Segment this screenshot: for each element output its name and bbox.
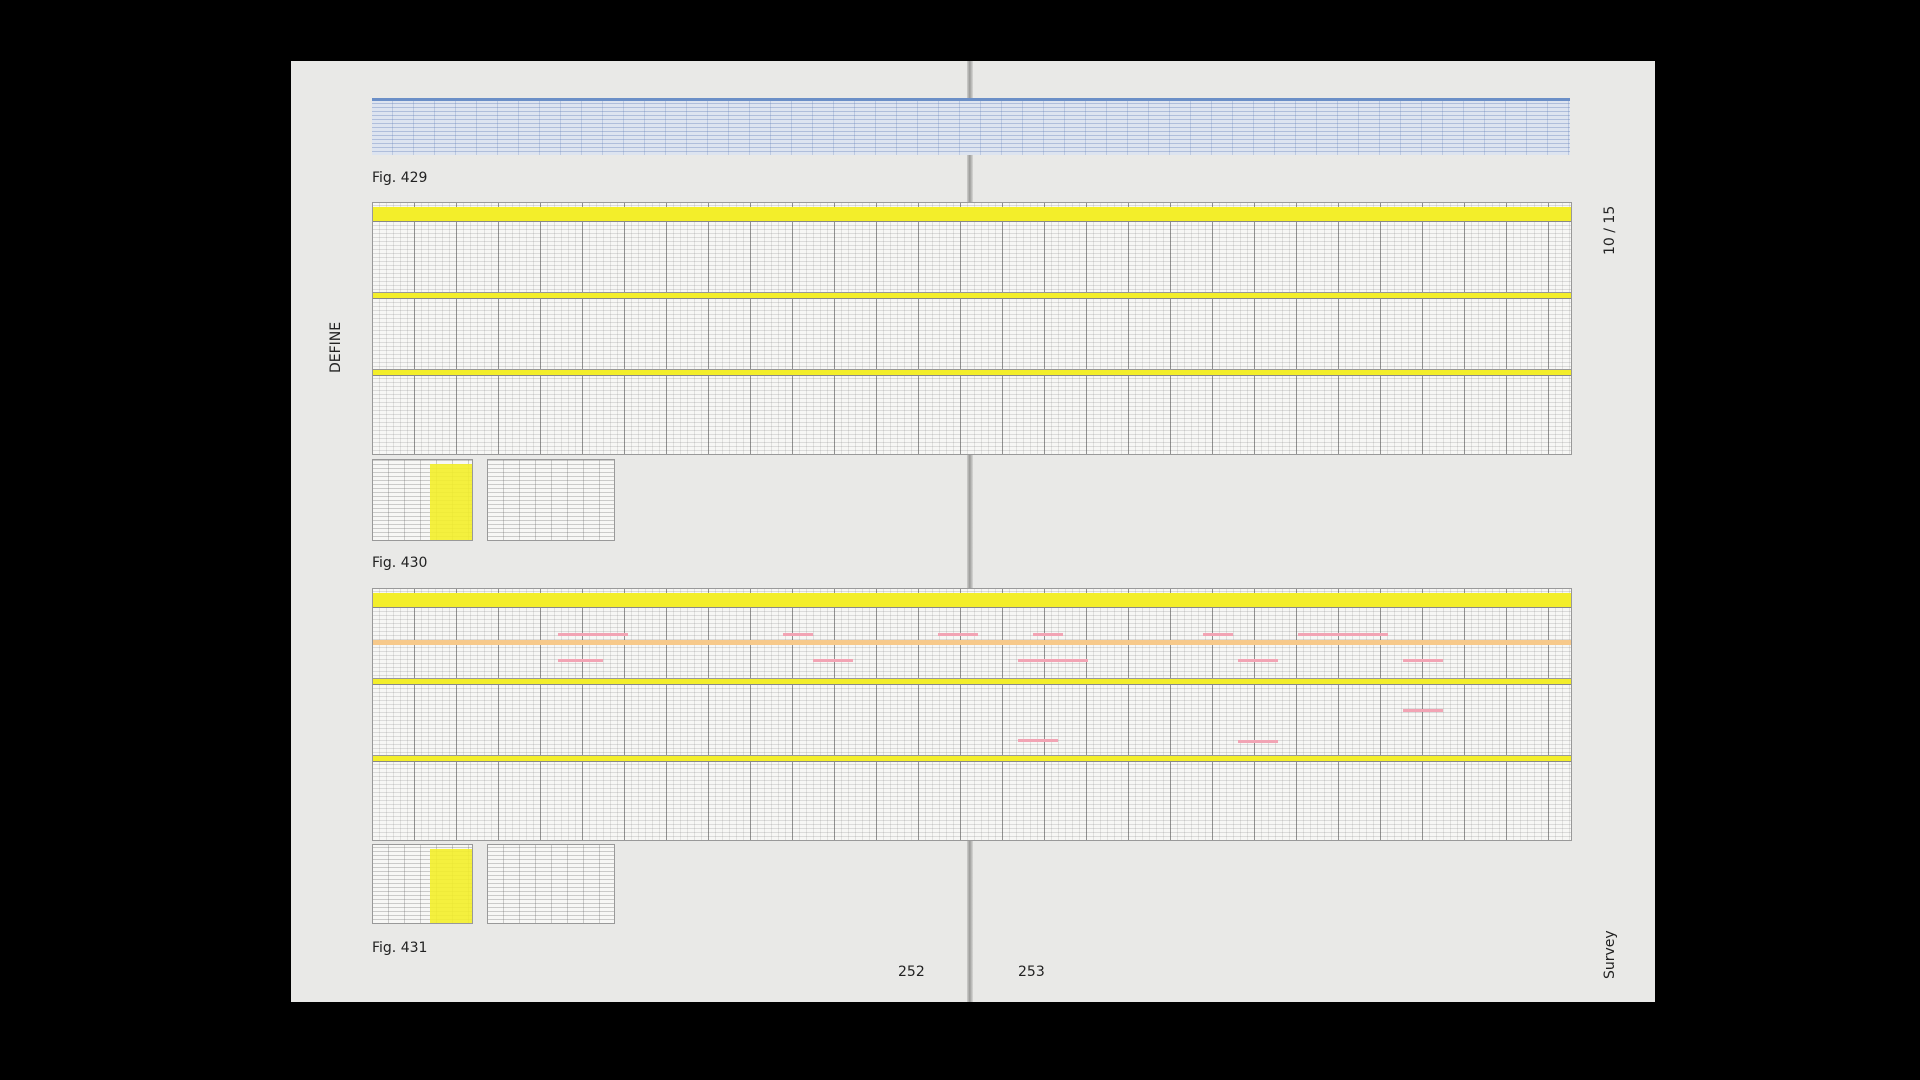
figure-caption: Fig. 430	[372, 555, 428, 571]
spreadsheet-thumbnail	[372, 98, 1570, 155]
summary-table	[487, 844, 615, 924]
page-number: 252	[898, 964, 925, 980]
figure-caption: Fig. 429	[372, 170, 428, 186]
page-number: 253	[1018, 964, 1045, 980]
book-spread: Fig. 429 Fig. 430 Fig. 431 DEFINE 10 / 1…	[291, 61, 1655, 1002]
header-row	[373, 679, 1571, 685]
highlight	[1403, 709, 1443, 712]
highlight	[558, 633, 628, 636]
highlight	[1298, 633, 1388, 636]
highlight	[1018, 659, 1088, 662]
highlight	[1203, 633, 1233, 636]
highlight	[558, 659, 603, 662]
section-label: DEFINE	[328, 321, 344, 373]
spreadsheet	[372, 292, 1572, 371]
spreadsheet	[372, 755, 1572, 841]
header-row	[373, 756, 1571, 762]
header-row	[373, 370, 1571, 376]
summary-table	[372, 844, 473, 924]
summary-table	[372, 459, 473, 541]
spreadsheet	[372, 369, 1572, 455]
header-row	[373, 293, 1571, 299]
highlight	[938, 633, 978, 636]
highlight	[813, 659, 853, 662]
highlight	[783, 633, 813, 636]
highlight-column	[430, 849, 472, 923]
header-row	[373, 593, 1571, 608]
summary-table	[487, 459, 615, 541]
highlight	[1403, 659, 1443, 662]
spreadsheet	[372, 588, 1572, 680]
highlight	[1033, 633, 1063, 636]
spine	[967, 61, 973, 1002]
highlight-column	[430, 464, 472, 540]
footer-label: Survey	[1602, 930, 1618, 979]
spreadsheet	[372, 678, 1572, 757]
spreadsheet	[372, 202, 1572, 294]
highlight-row	[373, 640, 1571, 645]
highlight	[1018, 739, 1058, 742]
highlight	[1238, 740, 1278, 743]
header-row	[373, 207, 1571, 222]
page-counter: 10 / 15	[1602, 205, 1618, 255]
figure-caption: Fig. 431	[372, 940, 428, 956]
highlight	[1238, 659, 1278, 662]
